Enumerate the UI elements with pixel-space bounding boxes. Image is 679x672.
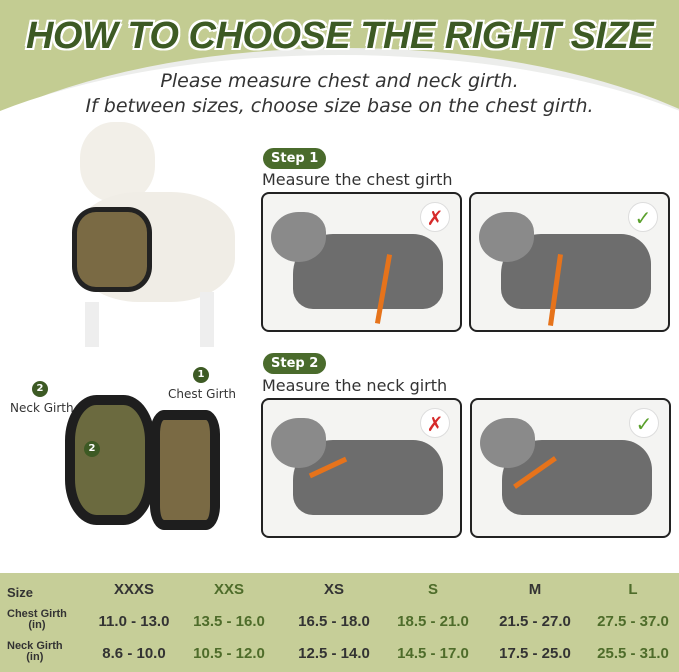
chest-cell: 13.5 - 16.0: [193, 613, 265, 630]
neck-cell: 25.5 - 31.0: [597, 645, 669, 662]
size-cell: XS: [323, 581, 344, 598]
instruction-line-1: Please measure chest and neck girth.: [160, 70, 519, 92]
harness-product-image: [60, 390, 230, 535]
neck-row: Neck Girth (in) 8.6 - 10.0 10.5 - 12.0 12…: [0, 639, 679, 669]
neck-cell: 17.5 - 25.0: [499, 645, 571, 662]
chest-row: Chest Girth (in) 11.0 - 13.0 13.5 - 16.0 …: [0, 607, 679, 637]
chest-cell: 21.5 - 27.0: [499, 613, 571, 630]
neck-right-image: ✓: [470, 398, 671, 538]
check-icon: ✓: [629, 408, 659, 438]
size-row: Size XXXS XXS XS S M L: [0, 575, 679, 605]
chest-right-image: ✓: [469, 192, 670, 332]
size-header: Size: [7, 585, 34, 600]
step-1-text: Measure the chest girth: [262, 170, 453, 189]
step-1-badge: Step 1: [263, 148, 327, 169]
neck-header: Neck Girth: [7, 640, 63, 652]
step-2-badge: Step 2: [263, 353, 327, 374]
chest-cell: 27.5 - 37.0: [597, 613, 669, 630]
page-title-text: HOW TO CHOOSE THE RIGHT SIZE: [25, 15, 654, 57]
size-cell: S: [427, 581, 438, 598]
neck-cell: 12.5 - 14.0: [298, 645, 370, 662]
chest-girth-number: 1: [193, 367, 209, 383]
page-title: HOW TO CHOOSE THE RIGHT SIZE: [0, 14, 679, 58]
size-cell: L: [628, 581, 638, 598]
check-icon: ✓: [628, 202, 658, 232]
neck-wrong-image: ✗: [261, 398, 462, 538]
size-cell: M: [528, 581, 542, 598]
size-cell: XXXS: [113, 581, 155, 598]
neck-cell: 10.5 - 12.0: [193, 645, 265, 662]
cross-icon: ✗: [420, 202, 450, 232]
neck-marker: 2: [84, 441, 100, 457]
dog-wearing-harness-photo: [60, 122, 245, 352]
chest-unit: (in): [28, 619, 46, 631]
neck-girth-label: Neck Girth: [10, 401, 74, 415]
neck-cell: 8.6 - 10.0: [102, 645, 166, 662]
chest-wrong-image: ✗: [261, 192, 462, 332]
chest-header: Chest Girth: [7, 608, 67, 620]
chest-cell: 11.0 - 13.0: [98, 613, 170, 630]
cross-icon: ✗: [420, 408, 450, 438]
chest-cell: 16.5 - 18.0: [298, 613, 370, 630]
size-cell: XXS: [213, 581, 244, 598]
chest-girth-label: Chest Girth: [168, 387, 237, 401]
neck-cell: 14.5 - 17.0: [397, 645, 469, 662]
chest-cell: 18.5 - 21.0: [397, 613, 469, 630]
instruction-line-2: If between sizes, choose size base on th…: [85, 95, 594, 117]
neck-unit: (in): [26, 651, 44, 663]
neck-girth-number: 2: [32, 381, 48, 397]
header-band: [0, 0, 679, 130]
size-chart-table: Size XXXS XXS XS S M L Chest Girth (in) 1…: [0, 573, 679, 672]
step-2-text: Measure the neck girth: [262, 376, 448, 395]
